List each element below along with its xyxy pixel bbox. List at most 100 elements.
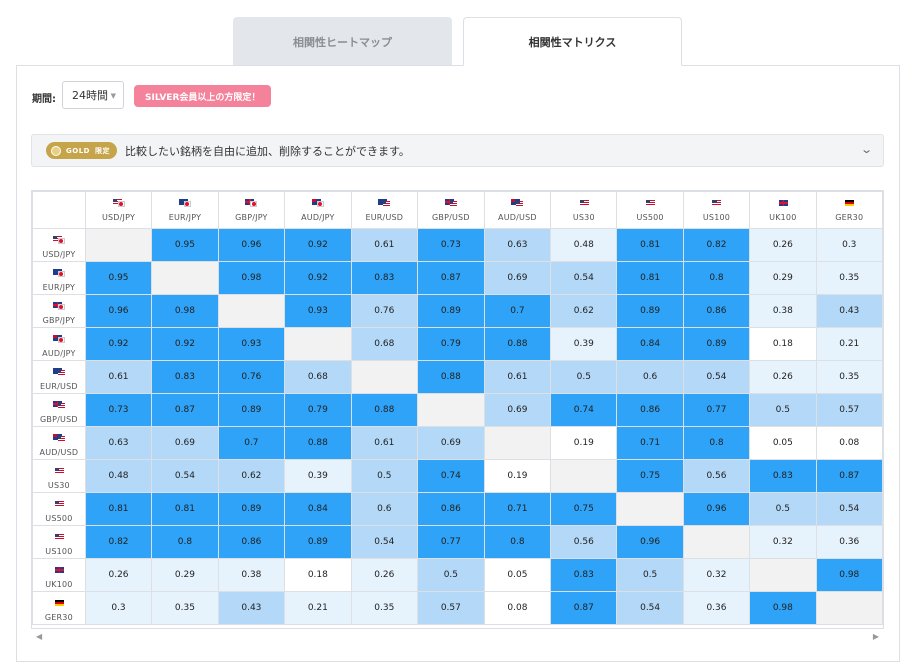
correlation-cell: 0.77: [682, 393, 751, 427]
correlation-cell: 0.73: [84, 393, 153, 427]
correlation-cell: 0.54: [682, 360, 751, 394]
correlation-cell: 0.6: [350, 492, 419, 526]
correlation-cell: 0.82: [682, 228, 751, 262]
correlation-cell: 0.5: [550, 360, 618, 394]
correlation-cell: 0.96: [84, 294, 153, 328]
scroll-right-icon[interactable]: ▶: [872, 632, 879, 641]
jp-flag-icon: [117, 201, 125, 207]
correlation-cell: 0.71: [616, 426, 684, 460]
correlation-cell: 0.8: [682, 261, 751, 295]
de-flag-icon: [845, 200, 855, 206]
horizontal-scrollbar[interactable]: ◀ ▶: [31, 630, 884, 645]
scroll-left-icon[interactable]: ◀: [36, 632, 43, 641]
correlation-cell: 0.77: [417, 525, 485, 559]
flag-icon: [52, 368, 65, 376]
correlation-cell: 0.93: [217, 327, 286, 361]
eu-flag-icon: [52, 368, 62, 374]
flag-icon: [52, 434, 65, 442]
flag-icon: [843, 199, 855, 207]
correlation-cell: 0.86: [217, 525, 286, 559]
row-header-label: EUR/JPY: [42, 283, 76, 292]
jp-flag-icon: [183, 201, 191, 207]
row-header-label: AUD/JPY: [42, 349, 76, 358]
gold-badge-suffix: 限定: [94, 146, 110, 155]
correlation-cell: 0.05: [749, 426, 817, 460]
correlation-cell: 0.8: [682, 426, 751, 460]
correlation-cell: 0.18: [749, 327, 817, 361]
flag-icon: [710, 199, 722, 207]
correlation-cell: 0.69: [151, 426, 219, 460]
correlation-cell: 0.36: [815, 525, 883, 559]
flag-icon: [52, 335, 65, 343]
flag-icon: [311, 199, 324, 207]
correlation-cell: 0.54: [350, 525, 419, 559]
correlation-cell: 0.88: [284, 426, 352, 460]
chevron-down-icon[interactable]: ⌄: [859, 143, 873, 156]
eu-flag-icon: [378, 199, 388, 205]
flag-icon: [52, 401, 65, 409]
correlation-cell: 0.32: [749, 525, 817, 559]
jp-flag-icon: [57, 238, 65, 244]
us-flag-icon: [54, 501, 64, 507]
correlation-cell: 0.92: [284, 228, 352, 262]
correlation-cell: 0.54: [151, 459, 219, 493]
tab-correlation-matrix[interactable]: 相関性マトリクス: [463, 17, 682, 66]
correlation-cell: 0.92: [84, 327, 153, 361]
column-header-label: US500: [636, 213, 664, 222]
flag-icon: [511, 199, 524, 207]
column-header: GBP/USD: [417, 191, 485, 229]
matrix-row: UK100 0.26 0.29 0.38 0.18 0.26 0.5 0.05 0.83 0.5 0…: [32, 558, 883, 592]
row-header-label: USD/JPY: [42, 250, 76, 259]
flag-icon: [644, 199, 656, 207]
correlation-cell: 0.21: [284, 591, 352, 625]
correlation-cell: 0.93: [284, 294, 352, 328]
correlation-cell: 0.96: [217, 228, 286, 262]
correlation-cell: 0.56: [550, 525, 618, 559]
correlation-cell: 0.56: [682, 459, 751, 493]
correlation-cell: 0.89: [284, 525, 352, 559]
correlation-cell: 0.89: [217, 492, 286, 526]
correlation-cell: 0.5: [749, 492, 817, 526]
silver-member-badge: SILVER会員以上の方限定！: [134, 85, 272, 107]
row-header: EUR/USD: [32, 360, 86, 394]
gold-badge: GOLD 限定: [46, 142, 117, 159]
correlation-cell: 0.73: [417, 228, 485, 262]
correlation-cell: 0.18: [284, 558, 352, 592]
row-header: US100: [32, 525, 86, 559]
column-header-label: GBP/USD: [432, 213, 470, 222]
correlation-cell: 0.32: [682, 558, 751, 592]
flag-icon: [52, 236, 65, 244]
us-flag-icon: [54, 534, 64, 540]
correlation-cell: 0.57: [417, 591, 485, 625]
row-header: US30: [32, 459, 86, 493]
correlation-cell: 0.89: [682, 327, 751, 361]
flag-icon: [777, 199, 789, 207]
period-select[interactable]: 24時間 ▼: [62, 81, 124, 109]
period-label: 期間:: [32, 94, 56, 105]
gold-notice-bar[interactable]: GOLD 限定 比較したい銘柄を自由に追加、削除することができます。 ⌄: [31, 134, 884, 167]
column-header: AUD/USD: [483, 191, 552, 229]
correlation-cell: 0.29: [749, 261, 817, 295]
correlation-cell: 0.79: [284, 393, 352, 427]
correlation-cell: 0.88: [483, 327, 552, 361]
column-header-label: UK100: [769, 213, 797, 222]
us-flag-icon: [646, 200, 656, 206]
row-header: AUD/JPY: [32, 327, 86, 361]
row-header: USD/JPY: [32, 228, 86, 262]
matrix-row: AUD/JPY 0.92 0.92 0.93 0.68 0.79 0.88 0.39 0.84 0…: [32, 327, 883, 361]
correlation-table: USD/JPY EUR/JPY GBP/JPY AUD/JPY EUR/USD GBP/U…: [32, 191, 883, 625]
gb-flag-icon: [52, 401, 62, 407]
gold-badge-label: GOLD: [66, 146, 90, 155]
tab-correlation-heatmap[interactable]: 相関性ヒートマップ: [233, 17, 452, 66]
gb-flag-icon: [54, 567, 64, 573]
correlation-cell: 0.38: [217, 558, 286, 592]
chevron-down-icon: ▼: [110, 92, 116, 100]
us-flag-icon: [579, 200, 589, 206]
correlation-cell: 0.29: [151, 558, 219, 592]
au-flag-icon: [52, 335, 62, 341]
gb-flag-icon: [444, 199, 454, 205]
correlation-cell: 0.69: [483, 393, 552, 427]
matrix-diagonal-cell: [682, 525, 751, 559]
gb-flag-icon: [778, 200, 788, 206]
flag-icon: [378, 199, 391, 207]
